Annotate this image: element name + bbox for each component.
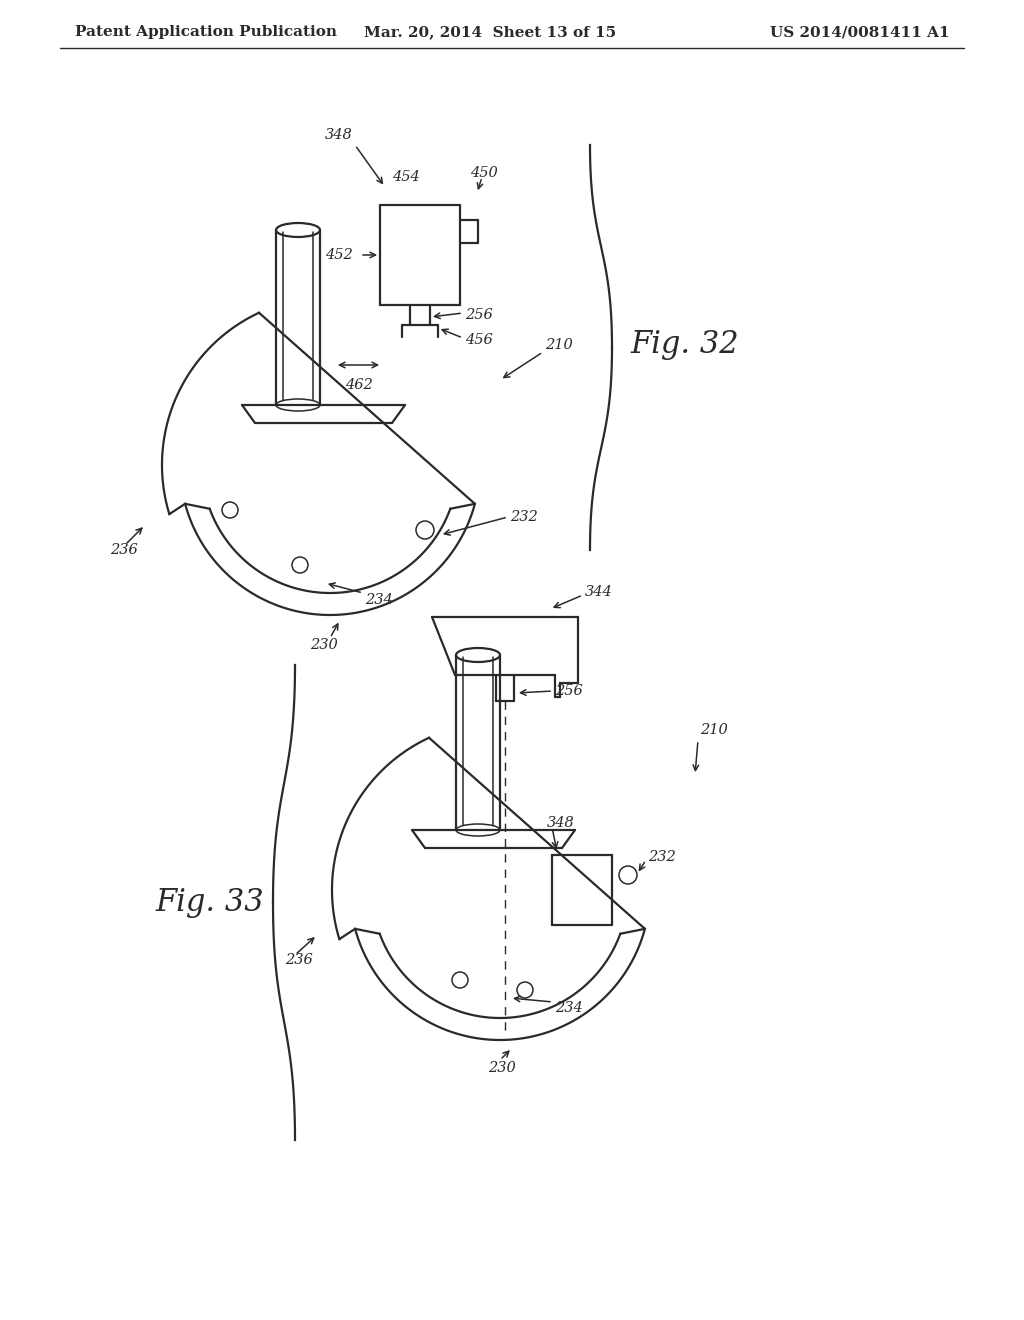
Text: 348: 348 [547, 816, 574, 830]
Text: Fig. 33: Fig. 33 [155, 887, 263, 917]
Text: 452: 452 [325, 248, 352, 261]
Text: 234: 234 [365, 593, 393, 607]
Text: Fig. 32: Fig. 32 [630, 330, 738, 360]
Text: 232: 232 [648, 850, 676, 865]
Text: 230: 230 [488, 1061, 516, 1074]
Text: 450: 450 [470, 166, 498, 180]
Text: 462: 462 [345, 378, 373, 392]
Text: US 2014/0081411 A1: US 2014/0081411 A1 [770, 25, 950, 40]
Text: 256: 256 [555, 684, 583, 698]
Text: 210: 210 [700, 723, 728, 737]
Text: 236: 236 [285, 953, 312, 968]
Text: 210: 210 [545, 338, 572, 352]
Text: Patent Application Publication: Patent Application Publication [75, 25, 337, 40]
Text: 232: 232 [510, 510, 538, 524]
Text: 234: 234 [555, 1001, 583, 1015]
Text: 456: 456 [465, 333, 493, 347]
Text: Mar. 20, 2014  Sheet 13 of 15: Mar. 20, 2014 Sheet 13 of 15 [364, 25, 616, 40]
Text: 230: 230 [310, 638, 338, 652]
Text: 344: 344 [585, 585, 612, 599]
Text: 454: 454 [392, 170, 420, 183]
Text: 256: 256 [465, 308, 493, 322]
Text: 236: 236 [110, 543, 138, 557]
Text: 348: 348 [325, 128, 352, 143]
